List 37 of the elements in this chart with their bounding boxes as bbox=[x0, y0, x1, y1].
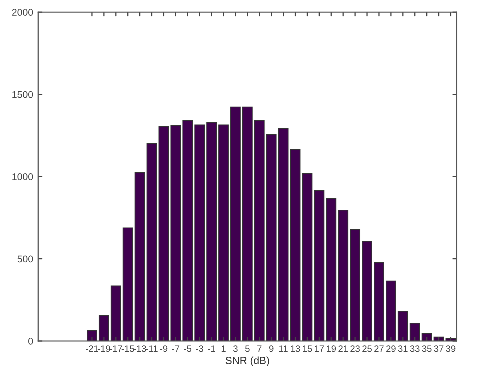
x-tick-label: -3 bbox=[196, 346, 204, 352]
y-tick-label: 1500 bbox=[12, 91, 34, 98]
x-tick-label: -13 bbox=[134, 346, 146, 352]
y-tick-label: 1000 bbox=[12, 174, 34, 180]
x-tick-label: -5 bbox=[184, 346, 192, 352]
x-tick-label: 23 bbox=[350, 346, 360, 352]
x-tick-label: 35 bbox=[422, 346, 432, 352]
y-tick-label: 2000 bbox=[12, 9, 34, 16]
x-tick-label: 31 bbox=[398, 346, 408, 352]
x-tick-label: 39 bbox=[446, 346, 456, 352]
x-tick-label: -9 bbox=[160, 346, 168, 352]
y-tick-label: 0 bbox=[28, 338, 34, 345]
x-tick-label: 13 bbox=[291, 346, 300, 352]
x-tick-label: -11 bbox=[146, 346, 158, 352]
x-tick-label: 33 bbox=[410, 346, 420, 352]
x-tick-label: -17 bbox=[110, 346, 122, 352]
x-tick-label: 15 bbox=[303, 346, 312, 352]
x-tick-label: 7 bbox=[258, 346, 262, 352]
x-tick-label: 1 bbox=[222, 346, 226, 352]
x-tick-label: 17 bbox=[315, 346, 324, 352]
x-tick-label: -1 bbox=[208, 346, 216, 352]
x-tick-label: -21 bbox=[86, 346, 98, 352]
x-tick-label: 29 bbox=[386, 346, 396, 352]
x-tick-label: 37 bbox=[434, 346, 444, 352]
x-tick-label: 5 bbox=[246, 346, 250, 352]
x-tick-label: 19 bbox=[326, 346, 336, 352]
x-tick-label: -19 bbox=[98, 346, 110, 352]
x-tick-label: 21 bbox=[338, 346, 348, 352]
x-tick-label: 3 bbox=[234, 346, 238, 352]
x-tick-label: 25 bbox=[362, 346, 372, 352]
x-tick-label: 27 bbox=[374, 346, 384, 352]
x-tick-label: 11 bbox=[279, 346, 288, 352]
y-tick-label: 500 bbox=[18, 256, 34, 263]
x-tick-label: -7 bbox=[172, 346, 180, 352]
x-axis-title: SNR (dB) bbox=[226, 356, 270, 366]
x-tick-label: 9 bbox=[269, 346, 274, 352]
x-tick-label: -15 bbox=[122, 346, 134, 352]
